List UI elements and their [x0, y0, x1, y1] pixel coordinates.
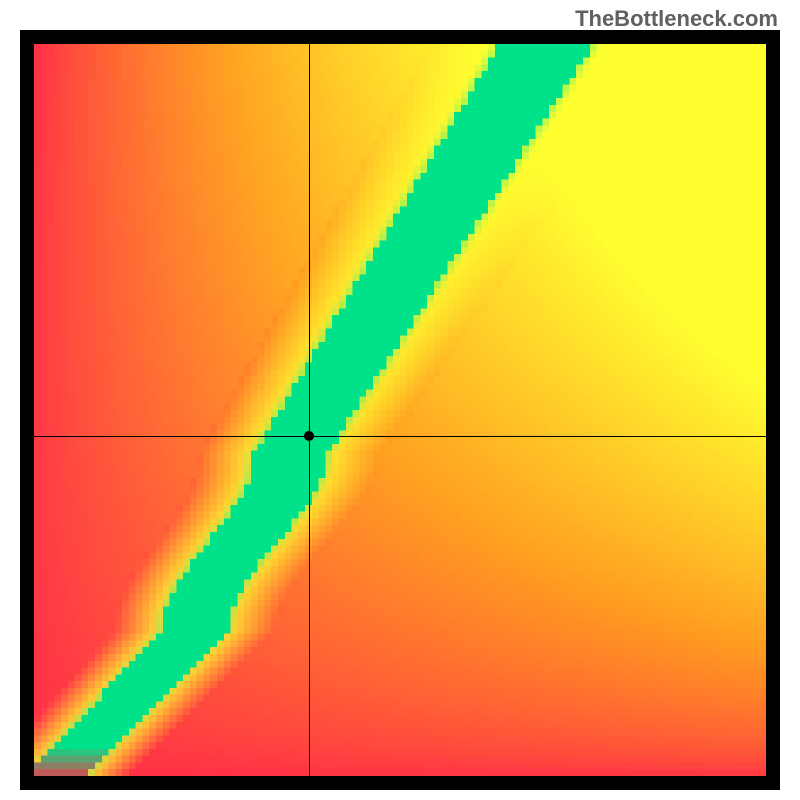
crosshair-vertical: [309, 44, 310, 776]
chart-container: TheBottleneck.com: [0, 0, 800, 800]
crosshair-dot: [303, 430, 315, 442]
heatmap-plot: [20, 30, 780, 790]
crosshair-horizontal: [34, 436, 766, 437]
attribution-text: TheBottleneck.com: [575, 6, 778, 32]
heatmap-canvas: [34, 44, 766, 776]
